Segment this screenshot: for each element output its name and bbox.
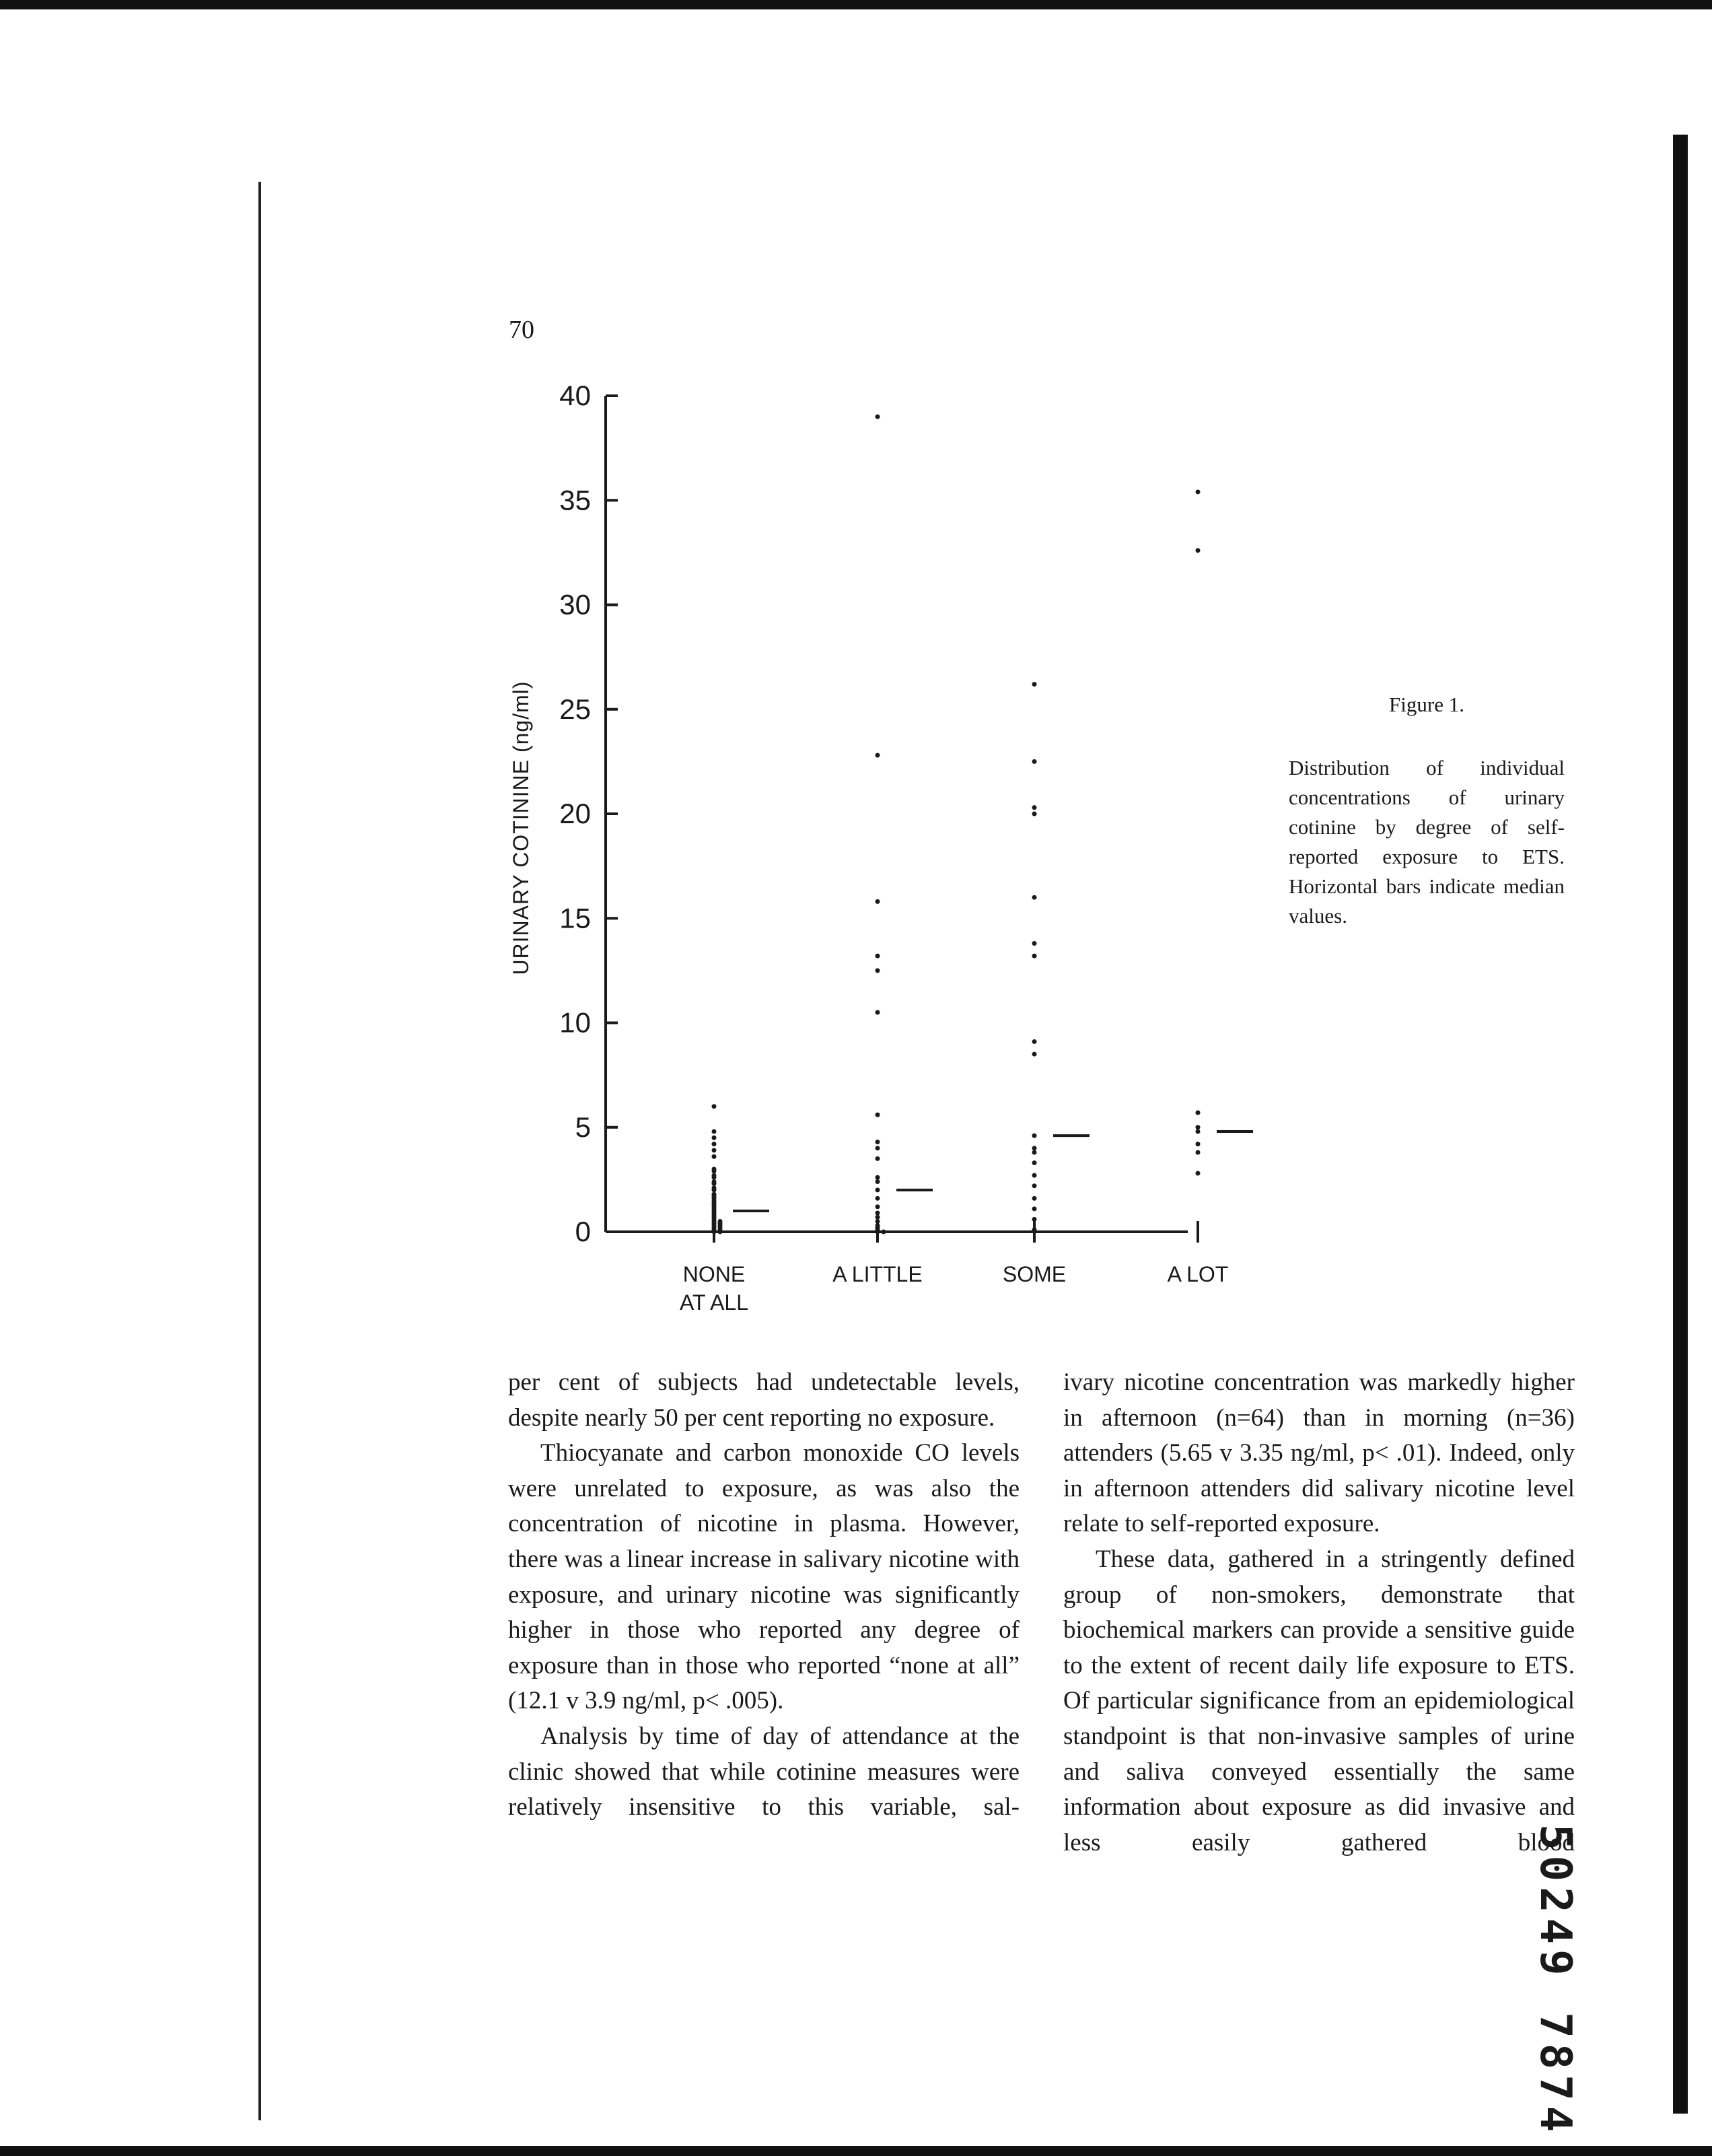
data-point [1032,1206,1037,1212]
data-point [875,1175,880,1180]
data-point [711,1229,717,1235]
scan-edge-right [1673,135,1688,2114]
data-point [711,1129,717,1134]
x-tick-label: NONE [683,1262,745,1286]
paragraph: Thiocyanate and carbon monoxide CO level… [508,1439,1020,1715]
data-point [875,1210,880,1216]
paragraph: per cent of subjects had undetectable le… [508,1368,1020,1432]
data-point [1032,941,1037,946]
data-point [1032,1051,1037,1057]
y-axis-label: URINARY COTININE (ng/ml) [509,681,533,975]
data-point [1195,1125,1201,1130]
data-point [875,899,880,904]
data-point [875,1214,880,1220]
x-tick-label: AT ALL [680,1290,748,1315]
data-point [1032,1195,1037,1201]
data-point [1032,1173,1037,1178]
data-point [1032,805,1037,810]
data-point [1195,1110,1201,1115]
data-point [1195,1150,1201,1155]
y-tick-label: 20 [559,798,591,829]
y-tick-label: 30 [559,589,591,621]
data-point [875,1139,880,1144]
data-point [1032,1183,1037,1189]
data-point [1032,1160,1037,1166]
data-point [711,1175,717,1180]
y-tick-label: 0 [575,1216,591,1247]
y-tick-label: 40 [559,380,591,411]
document-id-stamp: 50249 7874 [1530,1824,1580,2138]
data-point [875,1229,880,1235]
body-column-right: ivary nicotine concentration was markedl… [1063,1365,1575,1861]
data-point [1195,1142,1201,1147]
data-point [875,1195,880,1201]
data-point [1032,953,1037,959]
data-point [875,1187,880,1193]
data-point [711,1154,717,1159]
data-point [875,968,880,973]
data-point [1195,548,1201,553]
x-tick-label: SOME [1003,1262,1066,1286]
y-tick-label: 10 [559,1007,591,1039]
data-point [875,1112,880,1117]
chart-axes: 0 5 10 15 20 25 30 35 40 NONE AT ALL A LITTLE SOME A … [559,380,1228,1315]
figure-caption: Distribution of individual concentration… [1289,756,1565,928]
y-tick-label: 5 [575,1111,591,1143]
data-point [1195,1129,1201,1134]
body-column-left: per cent of subjects had undetectable le… [508,1365,1020,1825]
data-point [717,1229,723,1235]
binding-edge-left [258,182,261,2120]
data-point [875,1179,880,1184]
cotinine-scatter-chart: 0 5 10 15 20 25 30 35 40 NONE AT ALL A LITTLE SOME A … [509,380,1253,1315]
scan-border-bottom [0,2146,1712,2156]
data-point [711,1187,717,1193]
data-point [1032,1133,1037,1138]
figure-label: Figure 1. [1389,693,1464,716]
data-point [1032,681,1037,687]
data-point [711,1104,717,1109]
data-point [875,1146,880,1151]
data-point [711,1148,717,1153]
data-point [875,1218,880,1224]
data-point [875,953,880,959]
data-point [875,1010,880,1015]
scan-border-top [0,0,1712,9]
data-point [1032,759,1037,764]
data-point [1032,1150,1037,1155]
paragraph: These data, gathered in a stringently de… [1063,1545,1575,1856]
data-point [711,1135,717,1140]
data-point [875,753,880,758]
y-tick-label: 25 [559,693,591,725]
data-point [1195,489,1201,495]
data-point [1032,895,1037,900]
paragraph: ivary nicotine concentration was markedl… [1063,1368,1575,1538]
y-tick-label: 15 [559,902,591,934]
data-point [1032,1216,1037,1222]
data-point [711,1142,717,1147]
data-point [881,1229,886,1235]
chart-marks [711,414,1253,1235]
data-point [1032,1039,1037,1044]
x-tick-label: A LITTLE [832,1262,922,1286]
data-point [1032,1146,1037,1151]
figure-caption-block: Figure 1. Distribution of individual con… [1289,690,1565,931]
data-point [1032,1227,1037,1232]
data-point [711,1181,717,1187]
y-tick-label: 35 [559,484,591,516]
page-number: 70 [509,316,534,344]
data-point [875,1156,880,1161]
paragraph: Analysis by time of day of attendance at… [508,1722,1020,1821]
data-point [1032,811,1037,816]
data-point [875,1204,880,1210]
data-point [1195,1171,1201,1176]
data-point [711,1169,717,1174]
data-point [875,414,880,419]
x-tick-label: A LOT [1168,1262,1229,1286]
